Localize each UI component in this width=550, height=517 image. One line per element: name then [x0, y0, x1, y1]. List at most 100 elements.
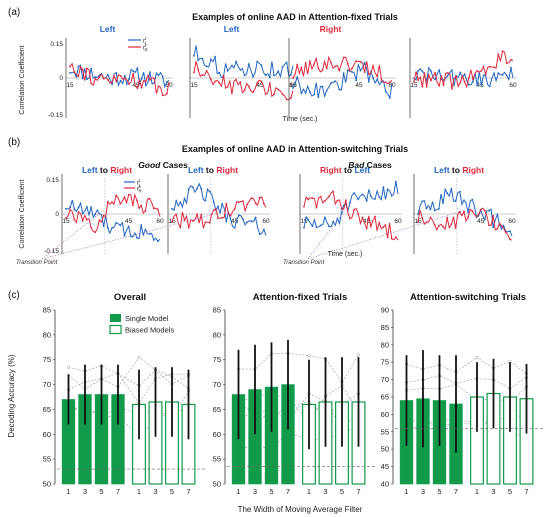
switching-3-right-series-point [382, 226, 385, 228]
panel-label-c: (c) [8, 290, 20, 301]
switching-3-left-series-point [390, 194, 393, 197]
fixed-1-right-series-point [77, 75, 80, 78]
switching-2-right-series [171, 196, 267, 230]
fixed-3-left-series-point [342, 72, 345, 75]
bar-panel-2-ytick: 50 [213, 480, 221, 489]
fixed-3-left-series-point [346, 69, 349, 71]
switching-1-right-series-point [157, 208, 159, 211]
switching-2-left-series-point [229, 218, 232, 220]
fixed-3-left-series-point [372, 76, 374, 79]
bar-panel-3-ytick: 50 [381, 445, 389, 454]
fixed-4-left-series-point [493, 72, 495, 75]
bar-panel-3-xtick: 5 [437, 487, 441, 496]
switching-4-right-series-point [450, 223, 453, 226]
switch-from: Left [434, 165, 450, 175]
fixed-2-left-series-point [252, 75, 254, 78]
fixed-2-right-series-point [277, 88, 280, 91]
switching-4-left-series-point [438, 207, 440, 210]
switching-4-left-series-point [509, 230, 511, 233]
switching-4-right-series-point [429, 216, 432, 219]
fixed-2-left-series-point [197, 59, 200, 62]
fixed-ylabel: Correlation Coefficient [19, 45, 26, 114]
fixed-2-right-series-point [214, 80, 217, 83]
fixed-1-right-series-point [128, 83, 130, 85]
switching-1-right-series-point [127, 193, 130, 196]
switching-4-left-series-point [433, 209, 436, 212]
switching-1-left-series-point [123, 234, 126, 237]
switching-1-left-series-point [144, 228, 147, 231]
switching-2-right-series-point [258, 196, 261, 199]
switching-4-left-series-point [463, 199, 465, 202]
fixed-2-left-series-point [260, 64, 263, 67]
fixed-2-left-series-point [231, 64, 233, 67]
switch-from: Right [320, 165, 342, 175]
fixed-4-left-series-point [459, 71, 462, 74]
switch-to-word: to [204, 165, 217, 175]
switching-1-right-series-point [148, 197, 151, 200]
subject-line [406, 375, 527, 389]
switching-3-left-series-point [303, 226, 305, 229]
switching-4-right-series-point [500, 225, 503, 227]
fixed-2-right-series-point [256, 81, 259, 84]
bar-panel-2-xtick: 3 [253, 487, 257, 496]
bar-legend: Single Model Biased Models [109, 314, 174, 335]
fixed-2-left-series-point [268, 76, 271, 79]
switching-2-left-series-point [254, 216, 257, 219]
fixed-2-right-series-point [218, 81, 221, 84]
switching-3-right-series-point [349, 217, 351, 220]
bar-panel-2-xtick: 1 [307, 487, 311, 496]
fixed-3-right-series-point [346, 62, 349, 65]
switching-4-right-series-point [463, 210, 465, 213]
switching-3-left-series-point [311, 225, 314, 228]
fixed-3-left-series-point [300, 92, 303, 95]
switching-3-right-series-point [353, 208, 355, 211]
switching-3-right-series-point [303, 205, 305, 208]
fixed-1-right-series-point [81, 68, 84, 71]
fixed-4-left-series-point [505, 74, 508, 77]
switching-3-left-series-point [365, 199, 368, 202]
switching-3-left-series-point [361, 193, 364, 196]
switching-3-left-series-point [378, 196, 381, 198]
fixed-1-right-series-point [123, 77, 126, 80]
bar-panel-1-ytick: 50 [43, 480, 51, 489]
switching-2-left-series-point [246, 221, 249, 223]
switching-2-right-series-point [179, 226, 182, 229]
switching-2-left-series-point [175, 200, 178, 202]
switching-2-right-series-point [217, 217, 219, 220]
bar-panel-2-ytick: 55 [213, 455, 221, 464]
subject-line [406, 384, 527, 404]
fixed-4-right-series-point [417, 79, 420, 81]
switch-to-word: to [98, 165, 111, 175]
fixed-1-right-series-point [69, 65, 71, 68]
switching-3-right-series-point [340, 207, 343, 210]
fixed-2-attended-label: Left [224, 24, 240, 34]
fixed-4-left-series-point [476, 84, 479, 87]
fixed-2-left-series-point [273, 74, 275, 77]
fixed-3-right-series-point [292, 77, 294, 79]
transition-label-1: Transition Point [16, 260, 58, 266]
fixed-3-left-series-point [384, 91, 387, 93]
fixed-1-left-series-point [149, 71, 151, 73]
switching-4-xtick: 60 [508, 218, 516, 225]
switching-1-left-series-point [77, 206, 80, 209]
switching-4-right-series-point [496, 227, 499, 230]
fixed-4-right-series-point [497, 53, 500, 55]
switching-1-right-series-point [73, 218, 76, 221]
fixed-3-right-series-point [380, 79, 383, 81]
legend-biased-swatch [109, 324, 122, 335]
switching-1-right-series-point [123, 196, 126, 199]
bar-panel-2-xtick: 7 [286, 487, 290, 496]
fixed-1-right-series-point [136, 87, 139, 90]
fixed-4-right-series [413, 50, 514, 89]
bar-panel-3-ytick: 90 [381, 306, 389, 315]
switching-3-right-series-point [332, 190, 335, 193]
fixed-1-right-series [69, 62, 170, 96]
fixed-4-xtick: 15 [410, 82, 418, 89]
fixed-3-right-series [292, 55, 393, 84]
subject-line [406, 357, 527, 374]
switching-1-left-series-point [148, 233, 151, 235]
fixed-1-right-series-point [94, 77, 97, 80]
fixed-3-right-series-point [330, 61, 332, 64]
switching-3-right-series-point [344, 199, 347, 202]
fixed-2-right-series-point [243, 89, 246, 92]
